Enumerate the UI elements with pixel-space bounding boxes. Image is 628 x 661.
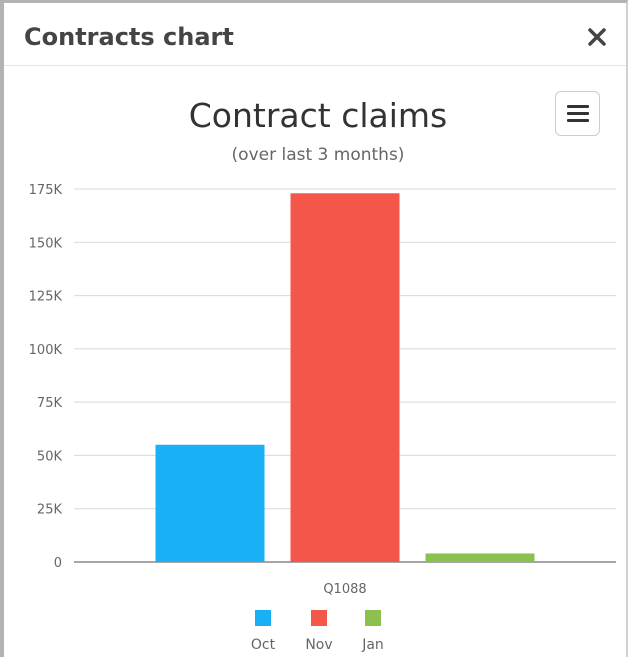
y-tick-label: 0 bbox=[54, 556, 62, 571]
bar-jan[interactable] bbox=[425, 553, 535, 562]
dialog-title: Contracts chart bbox=[24, 23, 234, 51]
legend-swatch-jan[interactable] bbox=[365, 610, 381, 626]
legend-label-oct[interactable]: Oct bbox=[251, 637, 276, 653]
y-tick-label: 150K bbox=[29, 236, 63, 251]
chart-subtitle: (over last 3 months) bbox=[232, 145, 405, 165]
legend-swatch-oct[interactable] bbox=[255, 610, 271, 626]
bars bbox=[155, 193, 535, 562]
chart-title: Contract claims bbox=[189, 96, 448, 135]
legend: Oct Nov Jan bbox=[251, 610, 384, 653]
legend-label-jan[interactable]: Jan bbox=[361, 637, 384, 653]
y-tick-label: 75K bbox=[37, 396, 63, 411]
dialog-header: Contracts chart bbox=[4, 3, 626, 66]
y-tick-label: 125K bbox=[29, 290, 63, 305]
legend-label-nov[interactable]: Nov bbox=[305, 637, 332, 653]
y-tick-label: 25K bbox=[37, 503, 63, 518]
bar-nov[interactable] bbox=[290, 193, 400, 562]
legend-swatch-nov[interactable] bbox=[311, 610, 327, 626]
chart-menu-button[interactable] bbox=[555, 91, 600, 136]
y-tick-label: 50K bbox=[37, 449, 63, 464]
dialog-body: Contract claims (over last 3 months) 0 25… bbox=[4, 66, 626, 657]
x-axis-tick-labels: Q1088 bbox=[323, 582, 366, 597]
bar-chart: Contract claims (over last 3 months) 0 25… bbox=[29, 96, 616, 653]
y-axis-tick-labels: 0 25K 50K 75K 100K 125K 150K 175K bbox=[29, 183, 63, 571]
x-tick-label: Q1088 bbox=[323, 582, 366, 597]
close-button[interactable] bbox=[580, 17, 610, 53]
hamburger-menu-icon bbox=[567, 105, 589, 108]
close-icon bbox=[588, 28, 606, 46]
y-tick-label: 100K bbox=[29, 343, 63, 358]
bar-oct[interactable] bbox=[155, 444, 265, 562]
y-tick-label: 175K bbox=[29, 183, 63, 198]
